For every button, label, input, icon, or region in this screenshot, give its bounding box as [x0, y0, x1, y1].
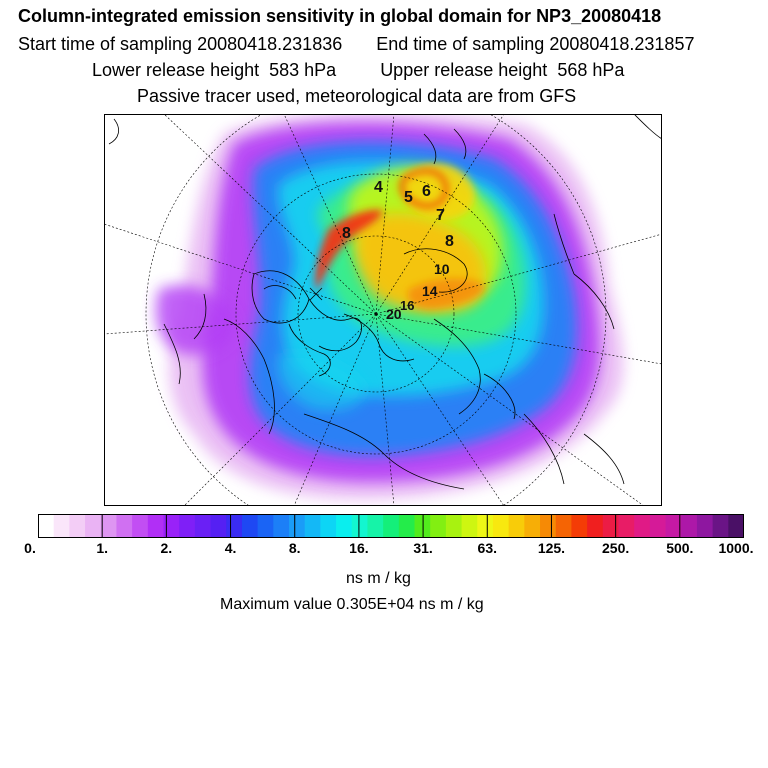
tick-label: 8.	[288, 540, 301, 556]
colorbar-cell	[163, 514, 180, 538]
day-label-14: 14	[422, 283, 438, 299]
colorbar-cell	[445, 514, 463, 538]
colorbar-cell	[304, 514, 321, 538]
colorbar-cell	[132, 514, 149, 538]
colorbar-cell	[634, 514, 651, 538]
colorbar-cell	[116, 514, 133, 538]
colorbar-cells	[38, 514, 744, 538]
sensitivity-map: 4 5 6 7 8 10 14 20 16 8	[104, 114, 662, 506]
sampling-times: Start time of sampling 20080418.231836 En…	[18, 34, 694, 55]
colorbar-cell	[430, 514, 447, 538]
tick-label: 1.	[96, 540, 109, 556]
colorbar-cell	[540, 514, 557, 538]
day-label-8: 8	[445, 233, 454, 250]
sensitivity-field	[155, 114, 624, 500]
colorbar-cell	[289, 514, 306, 538]
colorbar	[38, 514, 744, 538]
colorbar-dividers	[101, 514, 681, 538]
day-label-16: 16	[400, 298, 414, 313]
colorbar-cell	[618, 514, 635, 538]
day-label-6: 6	[422, 183, 431, 200]
colorbar-cell	[69, 514, 86, 538]
colorbar-cell	[712, 514, 729, 538]
colorbar-cell	[273, 514, 290, 538]
colorbar-cell	[351, 514, 369, 538]
tick-label: 500.	[666, 540, 694, 556]
release-heights: Lower release height 583 hPa Upper releas…	[92, 60, 624, 81]
day-label-7: 7	[436, 207, 445, 224]
maximum-value: Maximum value 0.305E+04 ns m / kg	[220, 596, 484, 613]
day-label-8-west: 8	[342, 225, 351, 242]
coastlines	[108, 114, 662, 490]
colorbar-cell	[147, 514, 165, 538]
tick-label: 125.	[537, 540, 566, 556]
plot-title: Column-integrated emission sensitivity i…	[18, 6, 662, 26]
colorbar-cell	[587, 514, 604, 538]
start-time: Start time of sampling 20080418.231836	[18, 34, 343, 54]
colorbar-cell	[38, 514, 55, 538]
colorbar-cell	[257, 514, 274, 538]
map-frame	[104, 114, 662, 506]
tick-label: 16.	[349, 540, 369, 556]
colorbar-cell	[477, 514, 494, 538]
tick-label: 31.	[413, 540, 433, 556]
tick-label: 250.	[602, 540, 630, 556]
colorbar-cell	[492, 514, 510, 538]
colorbar-cell	[728, 514, 744, 538]
colorbar-cell	[336, 514, 353, 538]
upper-release-label: Upper release height	[380, 60, 548, 80]
tick-label: 0.	[24, 540, 36, 556]
lower-release-label: Lower release height	[92, 60, 260, 80]
colorbar-cell	[555, 514, 573, 538]
colorbar-cell	[508, 514, 525, 538]
colorbar-cell	[398, 514, 416, 538]
flight-track	[309, 287, 323, 301]
day-label-10: 10	[434, 261, 450, 277]
colorbar-cell	[649, 514, 667, 538]
tick-label: 4.	[224, 540, 237, 556]
graticule	[104, 114, 662, 506]
colorbar-cell	[696, 514, 714, 538]
colorbar-cell	[602, 514, 620, 538]
tick-label: 1000.	[718, 540, 754, 556]
colorbar-cell	[179, 514, 196, 538]
day-label-4: 4	[374, 179, 383, 196]
colorbar-cell	[367, 514, 384, 538]
colorbar-cell	[320, 514, 337, 538]
colorbar-cell	[241, 514, 259, 538]
colorbar-units: ns m / kg	[346, 570, 411, 587]
day-labels: 4 5 6 7 8 10 14 20 16 8	[342, 179, 454, 322]
colorbar-cell	[524, 514, 541, 538]
tracer-note: Passive tracer used, meteorological data…	[137, 86, 577, 106]
tick-label: 63.	[477, 540, 497, 556]
day-label-20: 20	[386, 306, 402, 322]
colorbar-cell	[194, 514, 212, 538]
colorbar-cell	[100, 514, 118, 538]
colorbar-cell	[571, 514, 588, 538]
colorbar-cell	[226, 514, 243, 538]
tick-label: 2.	[160, 540, 173, 556]
colorbar-cell	[53, 514, 70, 538]
colorbar-cell	[665, 514, 682, 538]
colorbar-frame	[38, 514, 744, 538]
day-label-5: 5	[404, 189, 413, 206]
end-time: End time of sampling 20080418.231857	[376, 34, 695, 54]
colorbar-cell	[681, 514, 698, 538]
colorbar-cell	[210, 514, 227, 538]
colorbar-cell	[383, 514, 400, 538]
colorbar-cell	[85, 514, 102, 538]
upper-release-value: 568 hPa	[557, 60, 625, 80]
lower-release-value: 583 hPa	[269, 60, 337, 80]
colorbar-cell	[461, 514, 478, 538]
